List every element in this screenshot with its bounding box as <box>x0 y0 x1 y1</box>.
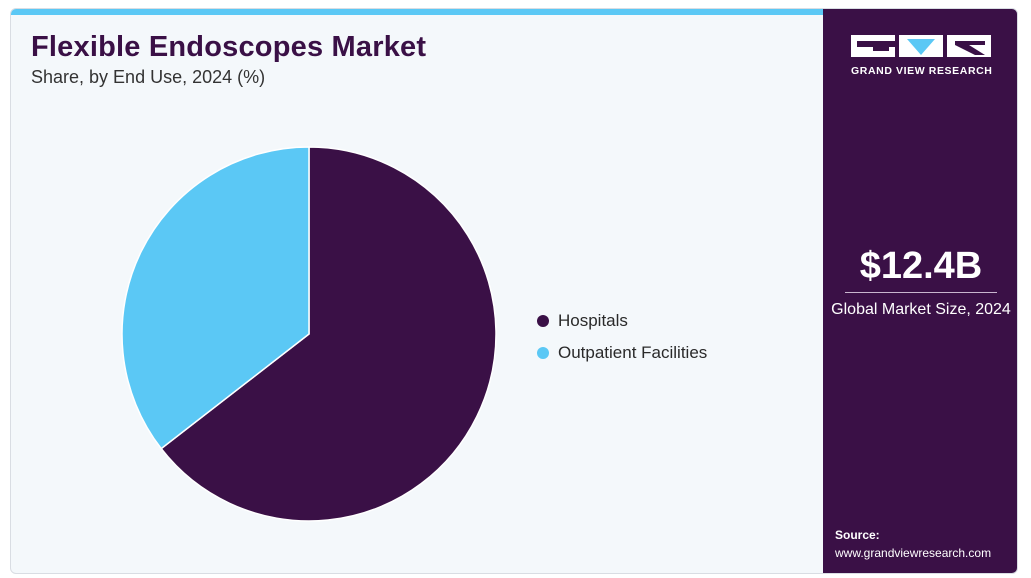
accent-bar <box>11 9 823 15</box>
chart-card: Flexible Endoscopes Market Share, by End… <box>10 8 1018 574</box>
market-size-value: $12.4B <box>859 245 983 287</box>
pie-slice-outpatient-facilities <box>121 146 310 450</box>
brand-logo[interactable]: GRAND VIEW RESEARCH <box>851 33 993 77</box>
gvr-logo-icon <box>851 35 991 57</box>
market-size-divider <box>845 292 997 293</box>
legend-swatch-hospitals <box>537 315 549 327</box>
pie-chart <box>121 146 497 522</box>
chart-title: Flexible Endoscopes Market <box>31 31 427 63</box>
legend-item-hospitals: Hospitals <box>537 305 707 337</box>
sidebar-panel: GRAND VIEW RESEARCH $12.4B Global Market… <box>823 9 1017 573</box>
pie-slice-hospitals <box>160 146 497 522</box>
legend-label-hospitals: Hospitals <box>558 311 628 330</box>
source-link[interactable]: www.grandviewresearch.com <box>835 546 992 560</box>
brand-name: GRAND VIEW RESEARCH <box>851 65 993 77</box>
market-size-label: Global Market Size, 2024 <box>831 301 1011 318</box>
legend-label-outpatient-facilities: Outpatient Facilities <box>558 343 708 362</box>
legend-swatch-outpatient-facilities <box>537 347 549 359</box>
chart-subtitle: Share, by End Use, 2024 (%) <box>31 67 266 87</box>
legend-item-outpatient-facilities: Outpatient Facilities <box>537 337 707 369</box>
source-label: Source: <box>835 528 880 542</box>
chart-legend: Hospitals Outpatient Facilities <box>537 305 707 369</box>
